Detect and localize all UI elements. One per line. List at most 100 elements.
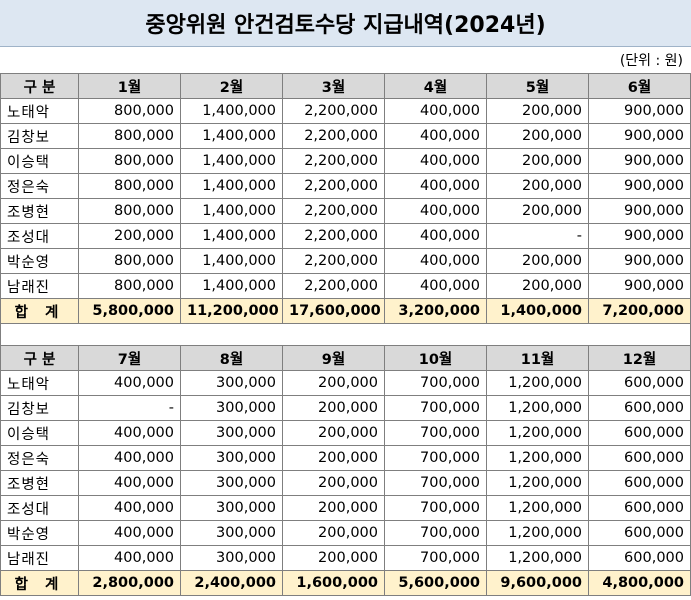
total-amount-cell[interactable]: 9,600,000 <box>486 570 589 596</box>
amount-cell[interactable]: 700,000 <box>384 545 487 571</box>
amount-cell[interactable]: 1,200,000 <box>486 395 589 421</box>
amount-cell[interactable]: 300,000 <box>180 395 283 421</box>
member-name-cell[interactable]: 남래진 <box>0 273 79 299</box>
amount-cell[interactable]: 1,400,000 <box>180 173 283 199</box>
amount-cell[interactable]: 200,000 <box>486 173 589 199</box>
amount-cell[interactable]: 2,200,000 <box>282 273 385 299</box>
amount-cell[interactable]: 600,000 <box>588 370 691 396</box>
amount-cell[interactable]: 2,200,000 <box>282 148 385 174</box>
month-header-cell[interactable]: 8월 <box>180 345 283 371</box>
member-name-cell[interactable]: 조성대 <box>0 495 79 521</box>
amount-cell[interactable]: 400,000 <box>384 248 487 274</box>
amount-cell[interactable]: 2,200,000 <box>282 123 385 149</box>
amount-cell[interactable]: 900,000 <box>588 273 691 299</box>
amount-cell[interactable]: 800,000 <box>78 248 181 274</box>
month-header-cell[interactable]: 1월 <box>78 73 181 99</box>
amount-cell[interactable]: 700,000 <box>384 370 487 396</box>
amount-cell[interactable]: 300,000 <box>180 470 283 496</box>
amount-cell[interactable]: 700,000 <box>384 520 487 546</box>
amount-cell[interactable]: 1,200,000 <box>486 545 589 571</box>
member-name-cell[interactable]: 노태악 <box>0 370 79 396</box>
total-amount-cell[interactable]: 7,200,000 <box>588 298 691 324</box>
amount-cell[interactable]: 200,000 <box>486 123 589 149</box>
amount-cell[interactable]: - <box>78 395 181 421</box>
amount-cell[interactable]: 800,000 <box>78 198 181 224</box>
amount-cell[interactable]: 1,400,000 <box>180 198 283 224</box>
amount-cell[interactable]: 600,000 <box>588 495 691 521</box>
amount-cell[interactable]: 600,000 <box>588 545 691 571</box>
amount-cell[interactable]: 400,000 <box>384 273 487 299</box>
month-header-cell[interactable]: 10월 <box>384 345 487 371</box>
member-name-cell[interactable]: 김창보 <box>0 395 79 421</box>
amount-cell[interactable]: 900,000 <box>588 98 691 124</box>
amount-cell[interactable]: 400,000 <box>78 520 181 546</box>
member-name-cell[interactable]: 이승택 <box>0 420 79 446</box>
amount-cell[interactable]: 200,000 <box>486 273 589 299</box>
month-header-cell[interactable]: 4월 <box>384 73 487 99</box>
total-amount-cell[interactable]: 4,800,000 <box>588 570 691 596</box>
amount-cell[interactable]: 700,000 <box>384 420 487 446</box>
amount-cell[interactable]: 200,000 <box>282 395 385 421</box>
amount-cell[interactable]: 400,000 <box>384 148 487 174</box>
member-name-cell[interactable]: 남래진 <box>0 545 79 571</box>
total-amount-cell[interactable]: 3,200,000 <box>384 298 487 324</box>
amount-cell[interactable]: 200,000 <box>486 148 589 174</box>
amount-cell[interactable]: 200,000 <box>282 545 385 571</box>
month-header-cell[interactable]: 7월 <box>78 345 181 371</box>
amount-cell[interactable]: 200,000 <box>486 248 589 274</box>
amount-cell[interactable]: 400,000 <box>78 495 181 521</box>
member-name-cell[interactable]: 정은숙 <box>0 173 79 199</box>
amount-cell[interactable]: 200,000 <box>282 520 385 546</box>
amount-cell[interactable]: 300,000 <box>180 545 283 571</box>
amount-cell[interactable]: 400,000 <box>384 198 487 224</box>
total-amount-cell[interactable]: 5,600,000 <box>384 570 487 596</box>
amount-cell[interactable]: 200,000 <box>282 420 385 446</box>
amount-cell[interactable]: 800,000 <box>78 123 181 149</box>
amount-cell[interactable]: 200,000 <box>486 198 589 224</box>
amount-cell[interactable]: 1,200,000 <box>486 495 589 521</box>
amount-cell[interactable]: 400,000 <box>78 470 181 496</box>
amount-cell[interactable]: 900,000 <box>588 173 691 199</box>
total-label-cell[interactable]: 합 계 <box>0 570 79 596</box>
amount-cell[interactable]: 300,000 <box>180 495 283 521</box>
member-name-cell[interactable]: 노태악 <box>0 98 79 124</box>
month-header-cell[interactable]: 2월 <box>180 73 283 99</box>
amount-cell[interactable]: 700,000 <box>384 470 487 496</box>
amount-cell[interactable]: 300,000 <box>180 520 283 546</box>
amount-cell[interactable]: 600,000 <box>588 420 691 446</box>
amount-cell[interactable]: 2,200,000 <box>282 198 385 224</box>
amount-cell[interactable]: 700,000 <box>384 445 487 471</box>
amount-cell[interactable]: 400,000 <box>384 173 487 199</box>
amount-cell[interactable]: 1,200,000 <box>486 370 589 396</box>
amount-cell[interactable]: 400,000 <box>78 420 181 446</box>
amount-cell[interactable]: 1,400,000 <box>180 273 283 299</box>
member-name-cell[interactable]: 조병현 <box>0 470 79 496</box>
amount-cell[interactable]: 200,000 <box>282 470 385 496</box>
amount-cell[interactable]: 200,000 <box>282 370 385 396</box>
amount-cell[interactable]: 1,400,000 <box>180 123 283 149</box>
month-header-cell[interactable]: 12월 <box>588 345 691 371</box>
amount-cell[interactable]: 300,000 <box>180 420 283 446</box>
total-amount-cell[interactable]: 2,400,000 <box>180 570 283 596</box>
amount-cell[interactable]: 2,200,000 <box>282 173 385 199</box>
month-header-cell[interactable]: 11월 <box>486 345 589 371</box>
member-name-cell[interactable]: 김창보 <box>0 123 79 149</box>
total-amount-cell[interactable]: 17,600,000 <box>282 298 385 324</box>
month-header-cell[interactable]: 9월 <box>282 345 385 371</box>
header-label-cell[interactable]: 구 분 <box>0 73 79 99</box>
amount-cell[interactable]: 1,400,000 <box>180 248 283 274</box>
amount-cell[interactable]: 200,000 <box>486 98 589 124</box>
amount-cell[interactable]: 900,000 <box>588 148 691 174</box>
amount-cell[interactable]: 1,200,000 <box>486 470 589 496</box>
member-name-cell[interactable]: 이승택 <box>0 148 79 174</box>
amount-cell[interactable]: 600,000 <box>588 470 691 496</box>
total-amount-cell[interactable]: 1,400,000 <box>486 298 589 324</box>
amount-cell[interactable]: 1,400,000 <box>180 223 283 249</box>
total-amount-cell[interactable]: 2,800,000 <box>78 570 181 596</box>
amount-cell[interactable]: 200,000 <box>282 495 385 521</box>
amount-cell[interactable]: 400,000 <box>78 545 181 571</box>
amount-cell[interactable]: 800,000 <box>78 273 181 299</box>
amount-cell[interactable]: 900,000 <box>588 123 691 149</box>
total-amount-cell[interactable]: 11,200,000 <box>180 298 283 324</box>
amount-cell[interactable]: 400,000 <box>384 223 487 249</box>
